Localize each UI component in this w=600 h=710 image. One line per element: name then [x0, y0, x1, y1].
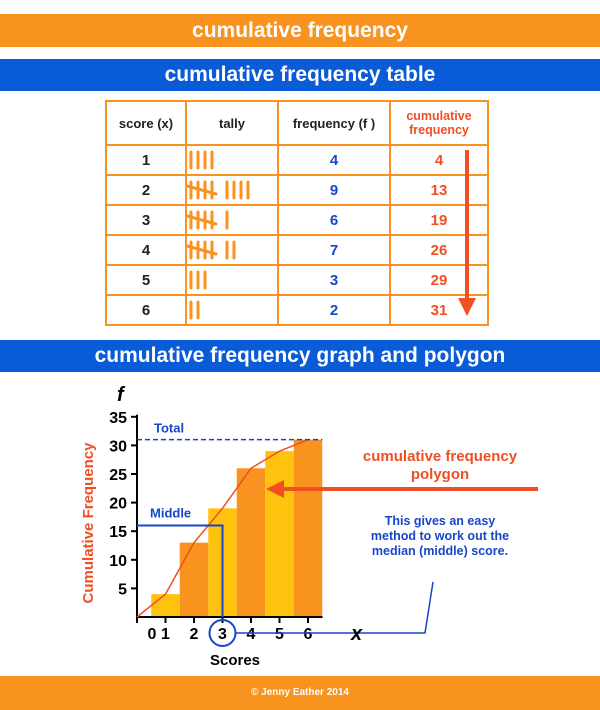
histogram-bar: [151, 594, 180, 617]
cell-score: 3: [105, 204, 187, 236]
cell-frequency: 7: [277, 234, 391, 266]
y-tick-label: 35: [109, 410, 127, 427]
cell-frequency: 9: [277, 174, 391, 206]
cumulative-frequency-graph: 5 10 15 20 25 30 35 0 1 2 3 4 5 6 Total Middle f x Scores C…: [80, 384, 538, 669]
table-row: 6 2 31: [105, 294, 489, 326]
cell-frequency: 4: [277, 144, 391, 176]
cell-frequency: 3: [277, 264, 391, 296]
table-body: 1 4 4 2 9 13 3 6 19 4 7 26 5 3 29 6 2 31: [105, 144, 489, 326]
arrowhead-left-icon: [266, 480, 284, 498]
median-guide-line: [137, 524, 224, 617]
x-tick-label: 1: [161, 626, 170, 643]
x-axis-letter: x: [350, 623, 363, 645]
header-score: score (x): [105, 100, 187, 146]
header-tally: tally: [185, 100, 279, 146]
median-note: This gives an easy method to work out th…: [370, 514, 510, 558]
cell-score: 4: [105, 234, 187, 266]
polygon-label: cumulative frequency polygon: [352, 448, 528, 484]
cell-cumulative: 13: [389, 174, 489, 206]
cumulative-frequency-polygon: [136, 438, 309, 618]
table-row: 4 7 26: [105, 234, 489, 266]
cell-tally: [185, 294, 279, 326]
cell-tally: [185, 204, 279, 236]
cell-score: 1: [105, 144, 187, 176]
y-tick-label: 10: [109, 553, 127, 570]
cell-tally: [185, 234, 279, 266]
cell-frequency: 2: [277, 294, 391, 326]
histogram-bar: [265, 451, 294, 617]
polygon-label-line1: cumulative frequency: [362, 448, 518, 465]
x-axis-label: Scores: [210, 652, 260, 669]
graph-section-title: cumulative frequency graph and polygon: [0, 340, 600, 372]
x-tick-label: 4: [247, 626, 256, 643]
tally-marks-icon: [189, 270, 207, 290]
header-frequency: frequency (f ): [277, 100, 391, 146]
cell-score: 5: [105, 264, 187, 296]
header-cumulative-frequency: cumulative frequency: [389, 100, 489, 146]
cell-tally: [185, 174, 279, 206]
median-label: Middle: [150, 505, 191, 520]
histogram-bar: [236, 468, 266, 617]
tally-marks-icon: [187, 180, 250, 200]
table-row: 3 6 19: [105, 204, 489, 236]
y-tick-label: 20: [109, 496, 127, 513]
cell-tally: [185, 144, 279, 176]
y-axis-letter: f: [117, 384, 126, 406]
page-title: cumulative frequency: [0, 14, 600, 47]
y-tick-label: 5: [118, 581, 127, 598]
header-cumulative-line2: frequency: [409, 123, 469, 137]
y-tick-label: 15: [109, 524, 127, 541]
x-tick-label: 2: [190, 626, 199, 643]
x-tick-label: 0: [148, 626, 157, 643]
cell-cumulative: 26: [389, 234, 489, 266]
histogram-bar: [293, 439, 323, 617]
y-axis-label: Cumulative Frequency: [80, 442, 97, 604]
x-tick-label: 5: [275, 626, 284, 643]
x-tick-label: 6: [304, 626, 313, 643]
y-tick-label: 30: [109, 438, 127, 455]
table-row: 2 9 13: [105, 174, 489, 206]
cell-tally: [185, 264, 279, 296]
median-note-pointer: [235, 581, 434, 634]
footer-credit: © Jenny Eather 2014: [0, 676, 600, 710]
cell-score: 2: [105, 174, 187, 206]
cell-cumulative: 19: [389, 204, 489, 236]
cumulative-down-arrow-icon: [458, 150, 476, 316]
y-tick-label: 25: [109, 467, 127, 484]
histogram-bar: [179, 542, 209, 617]
table-row: 5 3 29: [105, 264, 489, 296]
table-section-title: cumulative frequency table: [0, 59, 600, 91]
cell-score: 6: [105, 294, 187, 326]
cell-frequency: 6: [277, 204, 391, 236]
x-tick-label: 3: [218, 626, 227, 643]
tally-marks-icon: [187, 210, 229, 230]
header-cumulative-line1: cumulative: [406, 109, 472, 123]
total-label: Total: [154, 421, 184, 436]
cumulative-frequency-table: score (x) tally frequency (f ) cumulativ…: [105, 100, 489, 326]
cell-cumulative: 4: [389, 144, 489, 176]
tally-marks-icon: [189, 300, 200, 320]
polygon-label-line2: polygon: [410, 466, 470, 483]
cell-cumulative: 29: [389, 264, 489, 296]
tally-marks-icon: [189, 150, 214, 170]
tally-marks-icon: [187, 240, 236, 260]
